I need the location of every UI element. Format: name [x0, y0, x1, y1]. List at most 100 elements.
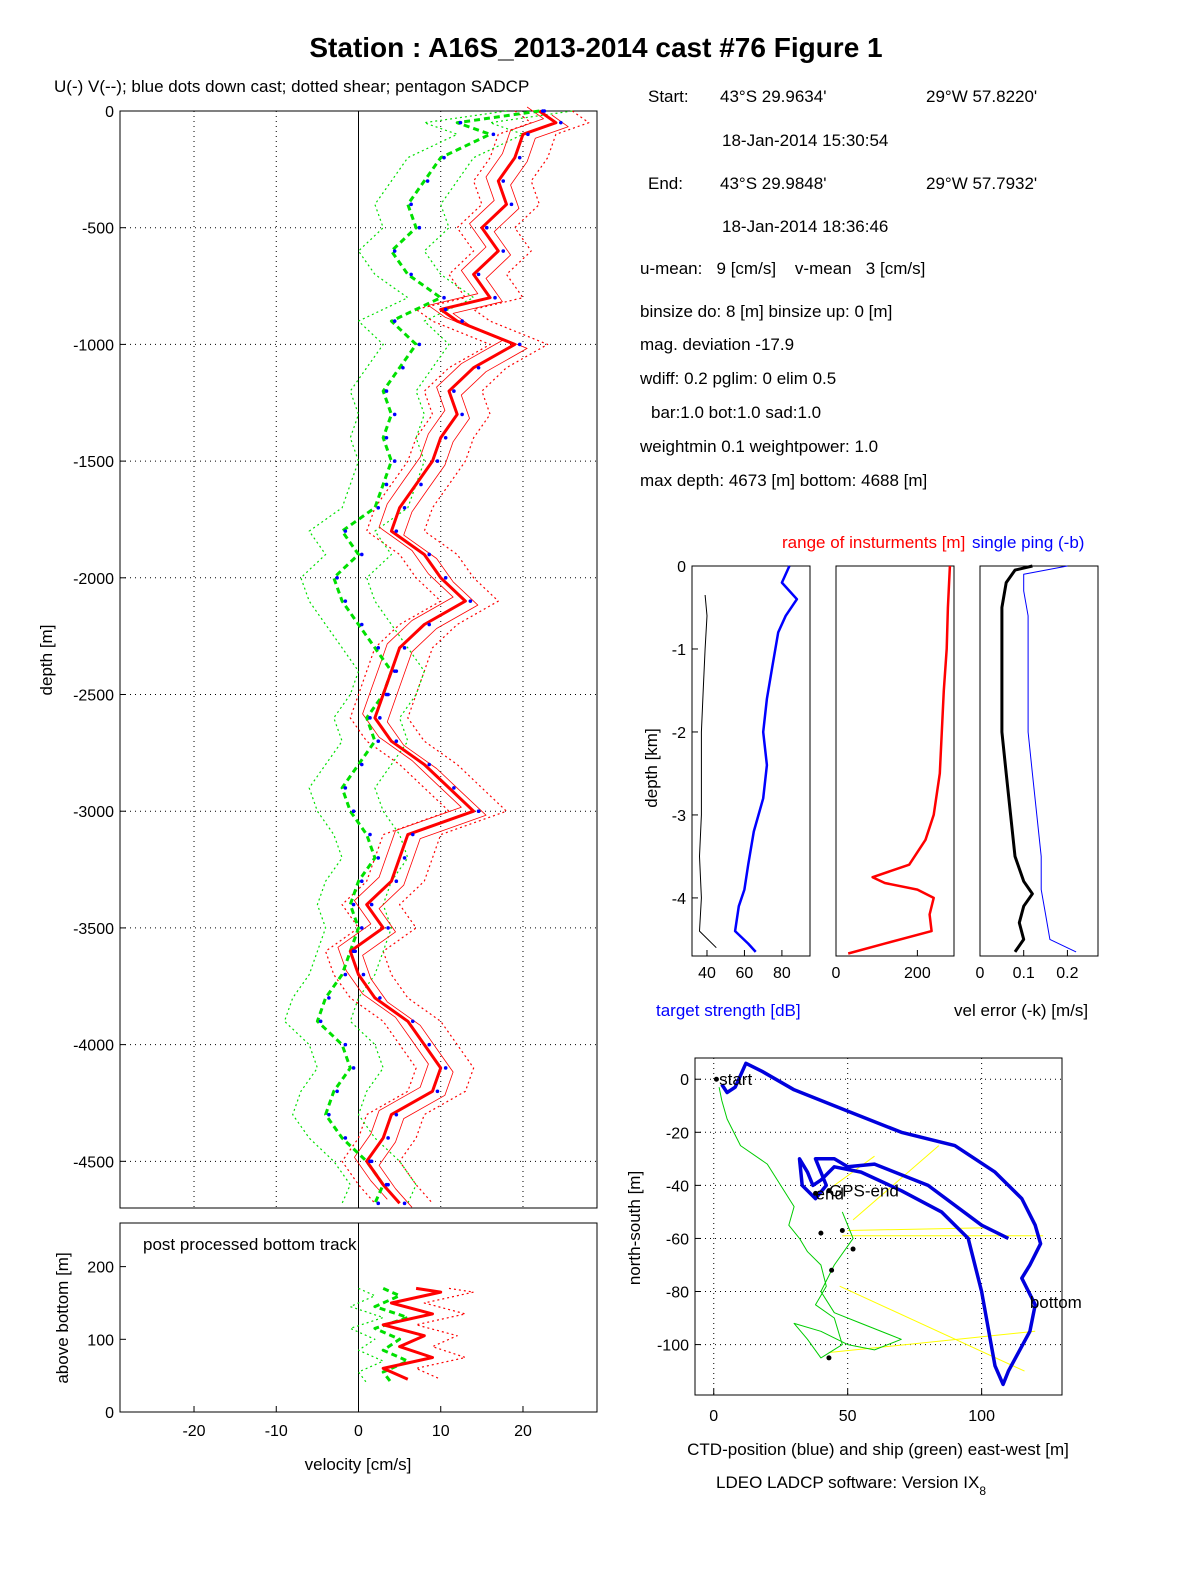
downcast-dot	[409, 202, 413, 207]
u-velocity-profile	[348, 109, 558, 1205]
track-position-marker	[829, 1267, 835, 1273]
downcast-dot	[417, 225, 422, 230]
strength-xtick-label: 80	[773, 965, 791, 982]
figure-title: Station : A16S_2013-2014 cast #76 Figure…	[309, 32, 882, 63]
weight-info: weightmin 0.1 weightpower: 1.0	[639, 437, 878, 456]
downcast-dot	[409, 272, 413, 277]
profile-xtick-label: 20	[514, 1423, 532, 1440]
velocity-error-line	[1000, 564, 1034, 953]
downcast-dot	[368, 716, 372, 720]
binsize-info: binsize do: 8 [m] binsize up: 0 [m]	[640, 302, 892, 321]
start-latitude: 43°S 29.9634'	[720, 87, 826, 106]
downcast-dot	[376, 646, 381, 650]
ship-track-line	[718, 1087, 902, 1359]
track-ytick-label: -40	[666, 1178, 689, 1195]
range-panel-title: range of insturments [m]	[782, 533, 965, 552]
downcast-dot	[384, 482, 389, 487]
downcast-dot	[442, 295, 446, 300]
downcast-dot	[468, 599, 473, 603]
downcast-dot	[392, 319, 397, 323]
downcast-dot	[318, 1019, 323, 1024]
mag-deviation: mag. deviation -17.9	[640, 335, 794, 354]
profile-ytick-label: -3000	[73, 804, 114, 821]
bottomtrack-ylabel: above bottom [m]	[53, 1252, 72, 1383]
downcast-dot	[460, 319, 464, 323]
track-position-marker	[818, 1230, 824, 1236]
profile-ytick-label: -2500	[73, 688, 114, 705]
downcast-dot	[517, 342, 522, 347]
downcast-dot	[327, 1112, 331, 1117]
downcast-dot	[368, 1159, 372, 1164]
downcast-dot	[394, 739, 399, 743]
bottomtrack-ytick-label: 0	[105, 1405, 114, 1422]
profile-ytick-label: -500	[82, 221, 114, 238]
downcast-dot	[368, 832, 372, 837]
downcast-dot	[386, 1136, 390, 1140]
downcast-dot	[392, 459, 397, 463]
ctd-ship-link-line	[852, 1145, 940, 1221]
bt-u-profile	[381, 1286, 443, 1381]
strength-ytick-label: -4	[672, 891, 686, 908]
track-position-marker	[826, 1355, 832, 1361]
downcast-dot	[491, 132, 496, 137]
downcast-dot	[435, 1089, 440, 1094]
downcast-dot	[343, 786, 348, 790]
v-velocity-profile	[315, 109, 540, 1204]
track-position-marker	[850, 1246, 856, 1252]
profile-ytick-label: -2000	[73, 571, 114, 588]
downcast-dot	[378, 716, 382, 720]
downcast-dot	[392, 249, 397, 253]
u-ensemble-line-0	[337, 106, 544, 1200]
downcast-dot	[425, 179, 430, 183]
track-ytick-label: -60	[666, 1231, 689, 1248]
downcast-dot	[392, 669, 397, 673]
profile-ytick-label: -4000	[73, 1038, 114, 1055]
downcast-dot	[343, 972, 348, 977]
end-time: 18-Jan-2014 18:36:46	[722, 217, 888, 236]
downcast-dot	[443, 576, 448, 580]
target-strength-line	[733, 565, 799, 953]
downcast-dot	[427, 1042, 432, 1047]
downcast-dot	[351, 902, 356, 907]
downcast-dot	[501, 249, 506, 253]
end-latitude: 43°S 29.9848'	[720, 174, 826, 193]
start-time: 18-Jan-2014 15:30:54	[722, 131, 888, 150]
downcast-dot	[378, 996, 382, 1000]
downcast-dot	[343, 1136, 348, 1140]
bottomtrack-ytick-label: 100	[87, 1332, 114, 1349]
profile-subtitle: U(-) V(--); blue dots down cast; dotted …	[54, 77, 529, 96]
bar-info: bar:1.0 bot:1.0 sad:1.0	[651, 403, 821, 422]
profile-ytick-label: 0	[105, 104, 114, 121]
track-xtick-label: 100	[968, 1408, 995, 1425]
bottomtrack-annotation: post processed bottom track	[143, 1235, 357, 1254]
downcast-dot	[392, 412, 397, 417]
profile-ytick-label: -4500	[73, 1154, 114, 1171]
downcast-dot	[443, 307, 448, 312]
start-longitude: 29°W 57.8220'	[926, 87, 1037, 106]
downcast-dot	[335, 576, 339, 580]
track-position-marker	[839, 1227, 845, 1233]
downcast-dot	[410, 1019, 415, 1024]
downcast-dot	[384, 389, 389, 393]
downcast-dot	[384, 692, 389, 697]
velerror-xtick-label: 0.2	[1056, 965, 1078, 982]
downcast-dot	[359, 622, 364, 627]
v-shear-envelope-left	[283, 110, 507, 1204]
track-position-marker	[813, 1190, 819, 1196]
downcast-dot	[427, 552, 432, 557]
downcast-dot	[493, 295, 497, 300]
range-xtick-label: 0	[832, 965, 841, 982]
profile-ytick-label: -3500	[73, 921, 114, 938]
profile-xlabel: velocity [cm/s]	[305, 1455, 412, 1474]
downcast-dot	[343, 529, 348, 533]
ctd-track-line	[720, 1061, 1043, 1387]
downcast-dot	[359, 552, 364, 557]
strength-ytick-label: -3	[672, 808, 686, 825]
range-xtick-label: 200	[904, 965, 931, 982]
track-ytick-label: -20	[666, 1125, 689, 1142]
instrument-range-line	[847, 565, 952, 955]
downcast-dot	[559, 120, 563, 125]
track-position-marker	[713, 1076, 719, 1082]
strength-xtick-label: 40	[698, 965, 716, 982]
downcast-dot	[427, 622, 432, 627]
